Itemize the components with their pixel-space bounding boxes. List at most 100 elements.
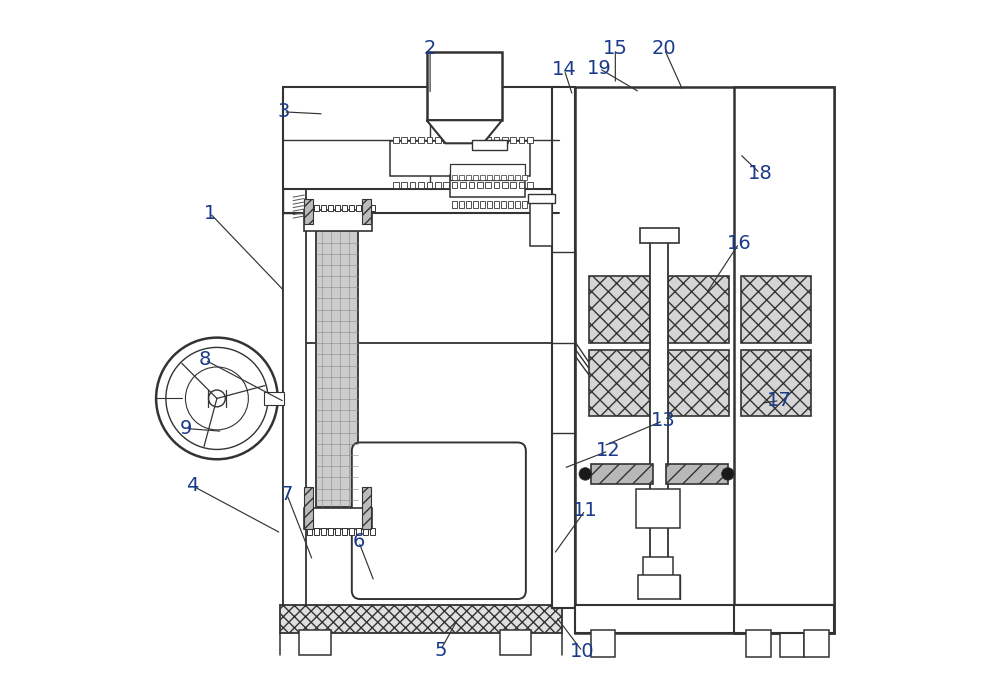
Bar [459,175,464,180]
Bar [401,137,407,143]
Bar [460,182,466,188]
Bar [515,201,520,208]
Bar [362,199,371,224]
Polygon shape [427,120,502,143]
Bar [418,137,424,143]
Bar [342,205,347,211]
Bar [427,137,432,143]
Bar [666,464,728,484]
Bar [519,182,524,188]
Bar [427,182,432,188]
Bar [485,137,491,143]
Bar [321,528,326,535]
Bar [746,630,771,657]
Bar [450,175,525,197]
Bar [591,630,615,657]
Bar [410,182,415,188]
Bar [435,182,441,188]
Bar [589,350,650,416]
Bar [304,210,372,231]
Text: 15: 15 [603,39,628,59]
Text: 1: 1 [204,203,216,223]
Bar [469,137,474,143]
Bar [264,392,284,405]
Bar [510,137,516,143]
Bar [528,194,555,203]
Bar [741,276,811,343]
Bar [480,175,485,180]
Bar [472,140,507,150]
Bar [427,52,502,120]
Bar [552,87,575,608]
Bar [314,205,319,211]
Bar [299,630,331,655]
Text: 16: 16 [727,233,751,253]
Bar [591,464,653,484]
Circle shape [209,390,225,407]
Bar [363,528,368,535]
Text: 3: 3 [277,102,289,122]
Bar [321,205,326,211]
Bar [522,175,527,180]
Bar [494,137,499,143]
Bar [473,201,478,208]
Bar [435,137,441,143]
Text: 7: 7 [281,484,293,504]
Bar [477,137,483,143]
Bar [510,182,516,188]
Bar [508,201,513,208]
Bar [508,175,513,180]
Text: 17: 17 [767,391,792,410]
Bar [328,205,333,211]
Circle shape [722,468,734,480]
Bar [393,137,399,143]
Bar [307,205,312,211]
Bar [335,205,340,211]
Bar [638,575,680,599]
Bar [515,175,520,180]
Bar [530,201,552,246]
Text: 20: 20 [652,39,677,59]
Circle shape [185,367,248,430]
Bar [307,528,312,535]
Bar [494,175,499,180]
Bar [650,241,668,584]
Text: 2: 2 [424,39,436,59]
Bar [519,137,524,143]
Bar [734,605,834,633]
Bar [469,182,474,188]
Bar [283,87,306,608]
Bar [283,87,559,608]
Bar [734,87,834,633]
Bar [335,528,340,535]
Bar [356,205,361,211]
Bar [804,630,829,657]
Bar [452,137,457,143]
Bar [502,137,508,143]
Bar [401,182,407,188]
Text: 5: 5 [434,640,447,660]
Bar [527,137,533,143]
Bar [283,87,559,189]
Bar [501,201,506,208]
Bar [304,508,372,529]
Bar [668,276,729,343]
Text: 18: 18 [748,164,772,183]
Bar [487,175,492,180]
Bar [459,201,464,208]
Bar [477,182,483,188]
Bar [450,164,525,180]
Bar [501,175,506,180]
Bar [502,182,508,188]
Bar [443,182,449,188]
Bar [342,528,347,535]
Bar [356,528,361,535]
Bar [418,182,424,188]
Text: 19: 19 [587,59,612,78]
Text: 13: 13 [650,411,675,431]
Bar [370,205,375,211]
Bar [500,630,531,655]
Text: 9: 9 [179,419,192,438]
Bar [741,350,811,416]
Bar [349,528,354,535]
